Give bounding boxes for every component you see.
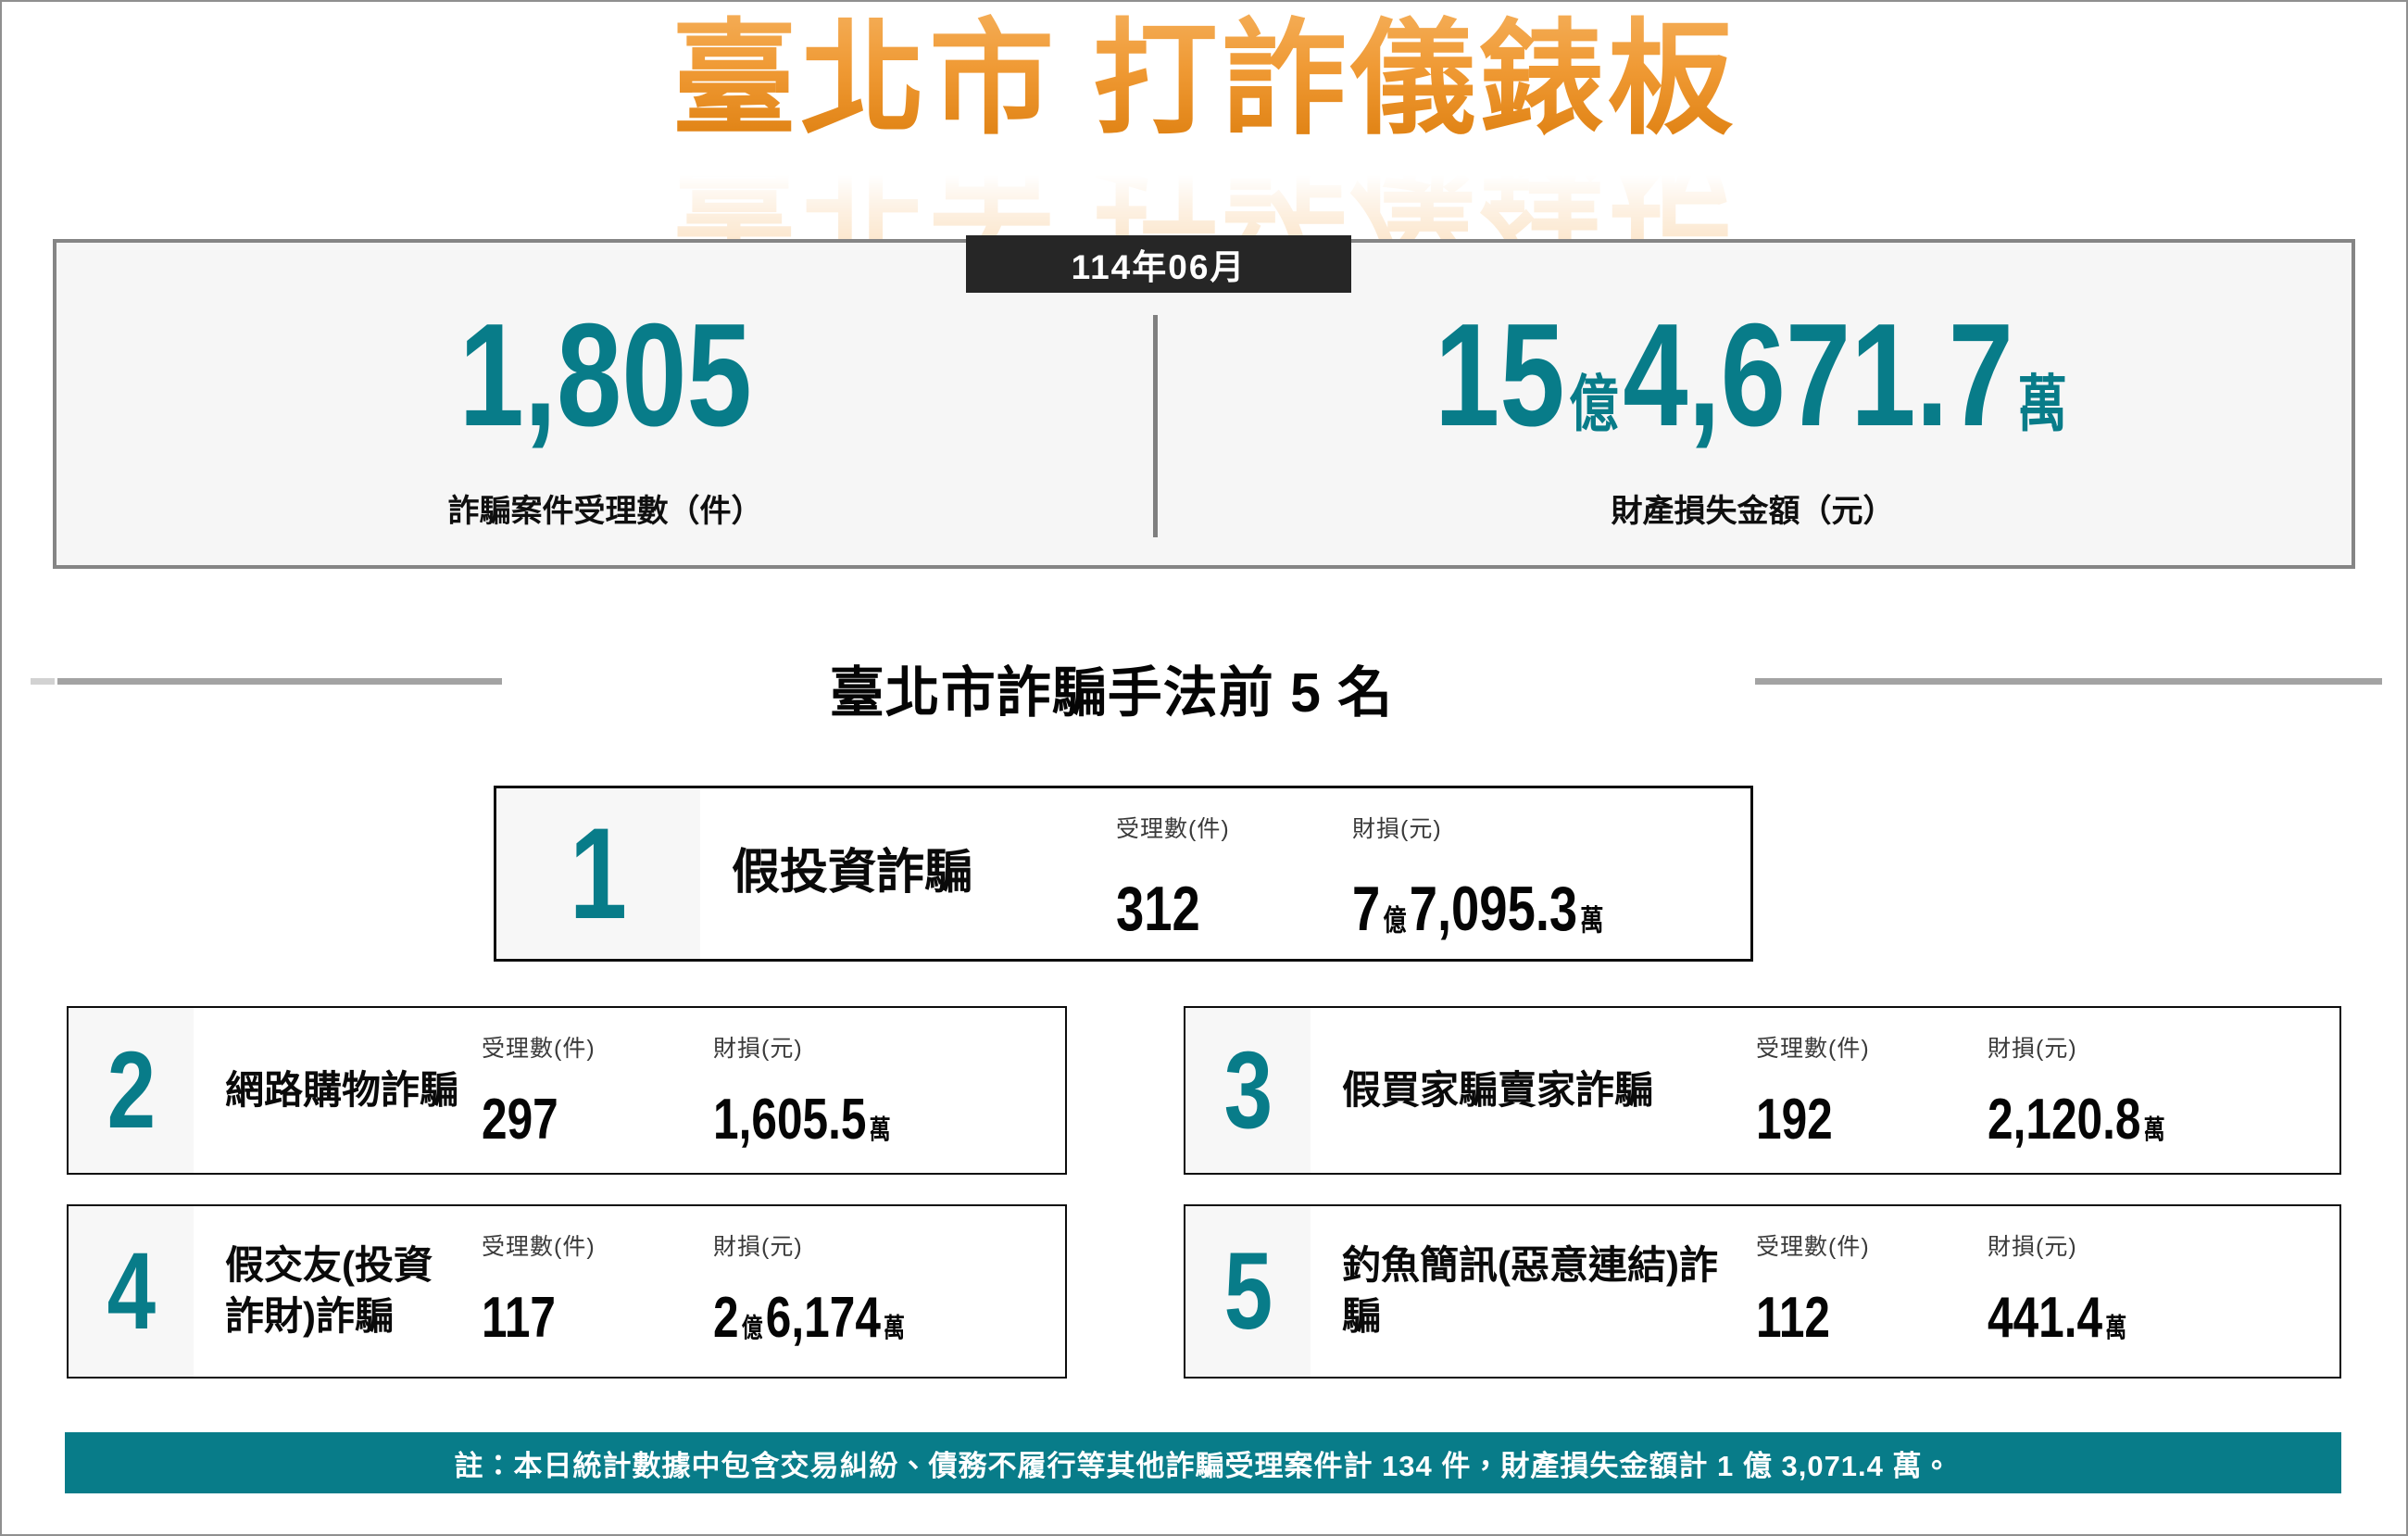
loss-column: 財損(元) 2,120.8 萬 [1988, 1008, 2339, 1173]
cases-value: 297 [482, 1088, 558, 1152]
section-line-left [57, 678, 502, 685]
loss-value: 7 億7,095.3 萬 [1352, 874, 1604, 944]
loss-header: 財損(元) [1352, 816, 1442, 842]
cases-value: 117 [482, 1286, 557, 1350]
ranking-card-5: 5 釣魚簡訊(惡意連結)詐騙 受理數(件) 112 財損(元) 441.4 萬 [1184, 1204, 2341, 1379]
rank-number: 4 [69, 1206, 194, 1377]
loss-header: 財損(元) [713, 1036, 803, 1062]
summary-divider [1153, 315, 1158, 537]
loss-column: 財損(元) 1,605.5 萬 [713, 1008, 1065, 1173]
rank-number: 2 [69, 1008, 194, 1173]
loss-value: 441.4 萬 [1988, 1286, 2127, 1350]
loss-value: 2 億6,174 萬 [713, 1286, 905, 1350]
ranking-card-3: 3 假買家騙賣家詐騙 受理數(件) 192 財損(元) 2,120.8 萬 [1184, 1006, 2341, 1175]
footnote-text: 註：本日統計數據中包含交易糾紛、債務不履行等其他詐騙受理案件計 134 件，財產… [454, 1449, 1952, 1482]
cases-total-value: 1,805 [458, 293, 752, 457]
fraud-type-name: 假投資詐騙 [732, 846, 973, 900]
cases-column: 受理數(件) 192 [1756, 1008, 1988, 1173]
cases-header: 受理數(件) [1756, 1036, 1870, 1062]
loss-total-label: 財產損失金額（元） [1611, 493, 1895, 529]
cases-value: 312 [1116, 874, 1200, 944]
page-title: 臺北市 打詐儀錶板 [0, 12, 2408, 151]
cases-value: 112 [1756, 1286, 1831, 1350]
section-title: 臺北市詐騙手法前 5 名 [829, 662, 1394, 724]
loss-header: 財損(元) [1988, 1036, 2077, 1062]
loss-value: 2,120.8 萬 [1988, 1088, 2165, 1152]
loss-header: 財損(元) [713, 1234, 803, 1260]
fraud-type-name: 假交友(投資詐財)詐騙 [225, 1243, 433, 1338]
ranking-card-4: 4 假交友(投資詐財)詐騙 受理數(件) 117 財損(元) 2 億6,174 萬 [67, 1204, 1067, 1379]
cases-column: 受理數(件) 312 [1116, 788, 1352, 959]
loss-summary: 15億4,671.7萬 財產損失金額（元） [1154, 243, 2352, 565]
fraud-type-name: 釣魚簡訊(惡意連結)詐騙 [1342, 1243, 1718, 1338]
cases-column: 受理數(件) 117 [482, 1206, 713, 1377]
section-line-left-tip [31, 678, 55, 685]
loss-header: 財損(元) [1988, 1234, 2077, 1260]
cases-header: 受理數(件) [482, 1036, 596, 1062]
rank-number: 1 [496, 788, 700, 959]
cases-column: 受理數(件) 112 [1756, 1206, 1988, 1377]
rank-number: 5 [1185, 1206, 1311, 1377]
cases-header: 受理數(件) [1756, 1234, 1870, 1260]
cases-summary: 1,805 詐騙案件受理數（件） [56, 243, 1154, 565]
fraud-type-name: 假買家騙賣家詐騙 [1342, 1067, 1654, 1112]
loss-total-value: 15億4,671.7萬 [1434, 293, 2067, 457]
footnote-bar: 註：本日統計數據中包含交易糾紛、債務不履行等其他詐騙受理案件計 134 件，財產… [65, 1432, 2341, 1493]
cases-header: 受理數(件) [482, 1234, 596, 1260]
fraud-type-name: 網路購物詐騙 [225, 1067, 459, 1112]
cases-header: 受理數(件) [1116, 816, 1230, 842]
loss-column: 財損(元) 7 億7,095.3 萬 [1352, 788, 1750, 959]
loss-column: 財損(元) 441.4 萬 [1988, 1206, 2339, 1377]
cases-value: 192 [1756, 1088, 1833, 1152]
cases-column: 受理數(件) 297 [482, 1008, 713, 1173]
loss-value: 1,605.5 萬 [713, 1088, 891, 1152]
section-line-right [1755, 678, 2382, 685]
ranking-card-1: 1 假投資詐騙 受理數(件) 312 財損(元) 7 億7,095.3 萬 [494, 786, 1753, 962]
cases-total-label: 詐騙案件受理數（件） [447, 493, 763, 529]
ranking-card-2: 2 網路購物詐騙 受理數(件) 297 財損(元) 1,605.5 萬 [67, 1006, 1067, 1175]
rank-number: 3 [1185, 1008, 1311, 1173]
period-badge: 114年06月 [966, 235, 1351, 293]
summary-panel: 1,805 詐騙案件受理數（件） 15億4,671.7萬 財產損失金額（元） [53, 239, 2355, 569]
loss-column: 財損(元) 2 億6,174 萬 [713, 1206, 1065, 1377]
